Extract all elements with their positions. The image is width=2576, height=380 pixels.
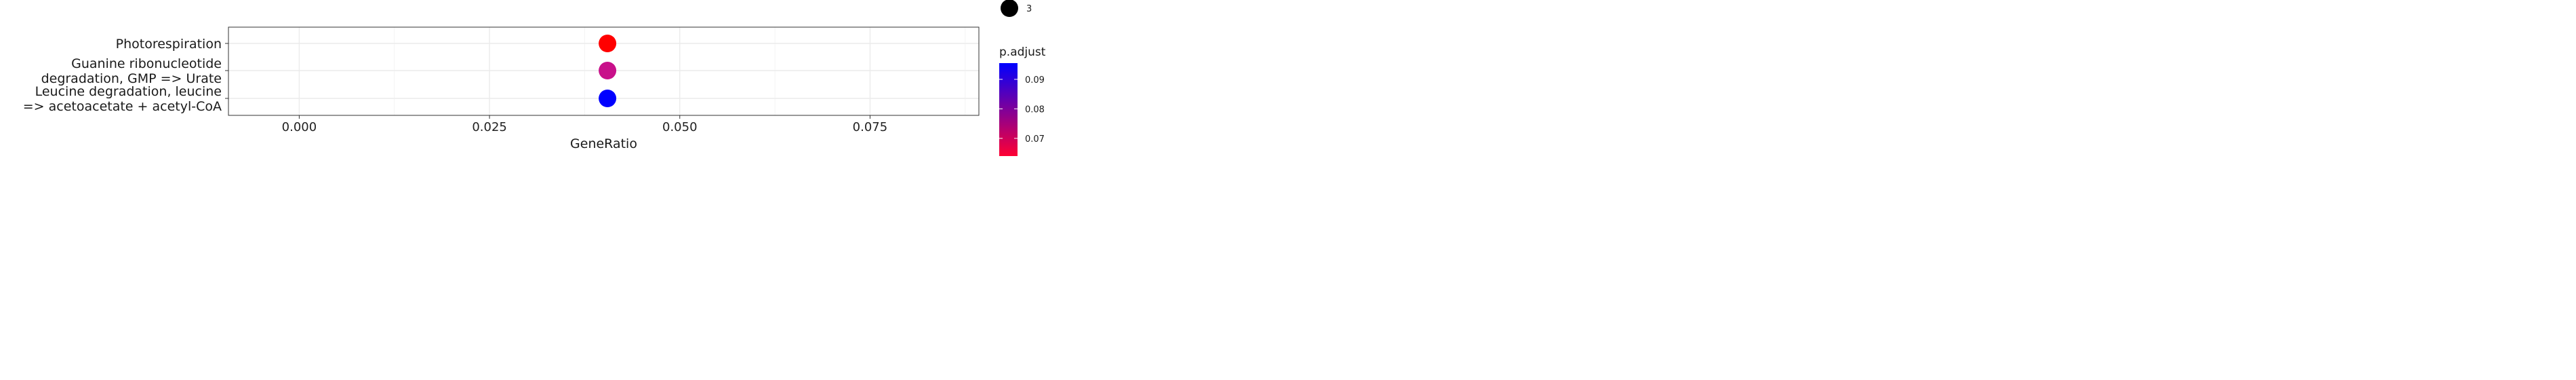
color-legend-title: p.adjust bbox=[999, 45, 1046, 59]
data-point bbox=[599, 35, 617, 52]
data-points bbox=[599, 35, 617, 107]
color-bar-tick-label: 0.08 bbox=[1025, 104, 1045, 115]
dot-plot: Photorespiration Guanine ribonucleotidede… bbox=[23, 0, 1046, 156]
y-category-label: => acetoacetate + acetyl-CoA bbox=[23, 99, 222, 114]
size-legend-key bbox=[1001, 0, 1018, 17]
x-tick-label: 0.075 bbox=[853, 120, 888, 134]
data-point bbox=[599, 90, 617, 107]
size-legend-label: 3 bbox=[1026, 4, 1032, 14]
data-point bbox=[599, 62, 617, 79]
y-category-label: Guanine ribonucleotide bbox=[71, 56, 222, 71]
x-axis-title: GeneRatio bbox=[570, 136, 637, 151]
y-category-label: Leucine degradation, leucine bbox=[35, 84, 222, 99]
color-bar bbox=[999, 63, 1018, 156]
x-axis: 0.000 0.025 0.050 0.075 bbox=[282, 115, 888, 134]
y-axis: Photorespiration Guanine ribonucleotidede… bbox=[23, 37, 228, 114]
x-tick-label: 0.000 bbox=[282, 120, 317, 134]
size-legend: 3 bbox=[1001, 0, 1032, 17]
x-tick-label: 0.050 bbox=[662, 120, 698, 134]
color-legend: p.adjust 0.07 0.08 0.09 bbox=[999, 45, 1046, 156]
y-category-label: degradation, GMP => Urate bbox=[41, 71, 222, 86]
color-bar-tick-label: 0.07 bbox=[1025, 134, 1045, 145]
plot-panel-border bbox=[228, 26, 980, 116]
x-tick-label: 0.025 bbox=[472, 120, 507, 134]
y-category-label: Photorespiration bbox=[116, 37, 222, 52]
color-bar-tick-label: 0.09 bbox=[1025, 75, 1045, 86]
